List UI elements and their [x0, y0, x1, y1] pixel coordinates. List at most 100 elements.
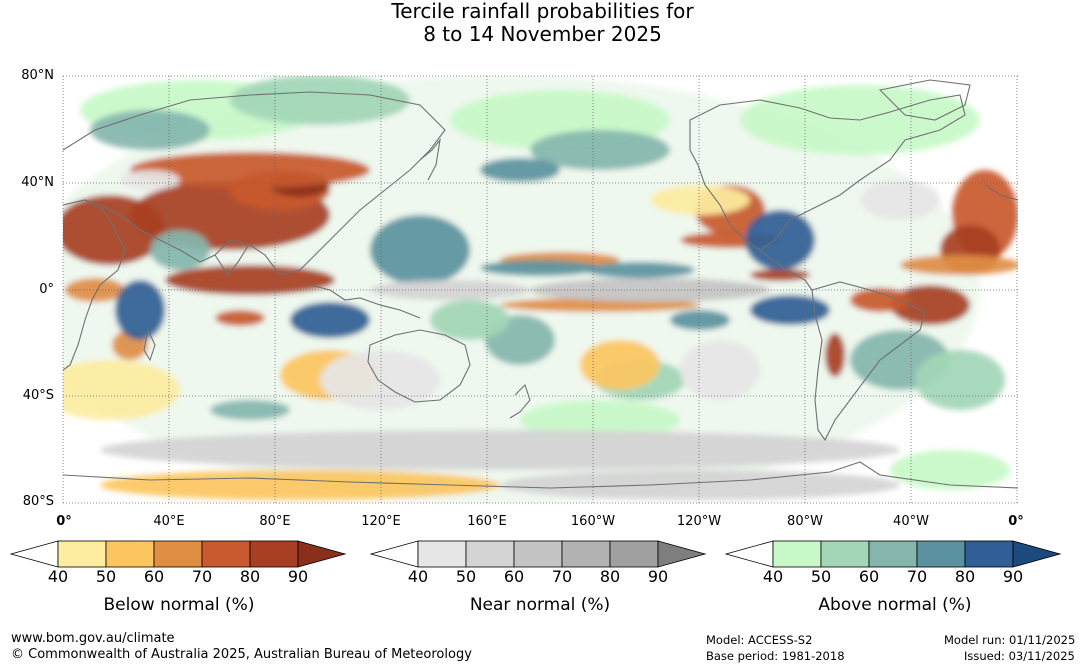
legend-tick-label: 90 — [288, 567, 308, 586]
legend-swatch — [105, 540, 155, 568]
probability-region — [480, 158, 560, 182]
ytick-80S: 80°S — [22, 494, 54, 509]
probability-map — [62, 75, 1018, 504]
probability-region — [115, 280, 165, 340]
coast-antarctica — [63, 461, 1018, 489]
coast-south-america — [811, 281, 926, 442]
coast-north-america — [689, 94, 966, 251]
probability-region — [650, 185, 750, 215]
probability-region — [210, 400, 290, 420]
ytick-0: 0° — [39, 282, 54, 297]
coast-africa-east — [984, 184, 1018, 201]
legend-swatch — [820, 540, 870, 568]
probability-region — [63, 360, 180, 420]
probability-region — [65, 278, 125, 302]
xtick-80W: 80°W — [787, 514, 823, 529]
coast-madagascar — [143, 328, 156, 362]
xtick-160W: 160°W — [570, 514, 616, 529]
probability-region — [750, 269, 810, 281]
legend-tick-label: 90 — [1003, 567, 1023, 586]
legend-tick-label: 60 — [859, 567, 879, 586]
probability-region — [850, 288, 910, 312]
ytick-40S: 40°S — [22, 388, 54, 403]
probability-region — [530, 278, 770, 302]
probability-region — [670, 310, 730, 330]
legend-tick-label: 80 — [600, 567, 620, 586]
legend-swatch — [772, 540, 822, 568]
probability-region — [90, 110, 210, 150]
probability-region — [215, 310, 265, 326]
xtick-120E: 120°E — [361, 514, 401, 529]
probability-region — [370, 215, 470, 285]
probability-region — [100, 470, 500, 500]
coastlines — [63, 79, 1018, 489]
coast-eurasia — [63, 91, 446, 276]
legend-swatch — [249, 540, 299, 568]
chart-title: Tercile rainfall probabilities for 8 to … — [0, 0, 1085, 46]
footer-base-period: Base period: 1981-2018 — [706, 649, 845, 663]
probability-region — [750, 295, 830, 325]
legend-swatch-under — [10, 540, 59, 568]
xtick-0-left: 0° — [56, 514, 72, 529]
probability-region — [530, 130, 670, 170]
coast-india — [214, 245, 249, 276]
legend-below-normal: 40 50 60 70 80 90 — [10, 540, 347, 586]
legend-title-below: Below normal (%) — [103, 595, 255, 615]
xtick-160E: 160°E — [467, 514, 507, 529]
coast-australia — [367, 329, 471, 403]
probability-region — [480, 260, 600, 276]
probability-region — [120, 170, 180, 190]
coast-central-america — [759, 249, 813, 291]
legend-tick-label: 50 — [811, 567, 831, 586]
probability-region — [520, 400, 680, 440]
legend-tick-label: 90 — [648, 567, 668, 586]
legend-swatch — [868, 540, 918, 568]
legend-swatch-over — [1012, 540, 1062, 568]
legend-swatch — [153, 540, 203, 568]
probability-region — [890, 450, 1010, 490]
footer-model: Model: ACCESS-S2 — [706, 633, 813, 647]
legend-tick-label: 80 — [240, 567, 260, 586]
coast-japan — [419, 138, 441, 181]
coast-greenland — [878, 79, 971, 121]
gridlines — [62, 75, 1018, 504]
xtick-40E: 40°E — [153, 514, 185, 529]
probability-region — [130, 152, 370, 188]
probability-region — [580, 340, 660, 390]
legend-swatch — [916, 540, 966, 568]
footer-model-run: Model run: 01/11/2025 — [944, 633, 1076, 647]
legend-swatch — [465, 540, 515, 568]
legend-tick-label: 70 — [907, 567, 927, 586]
legend-swatch-over — [657, 540, 707, 568]
legend-swatch-under — [370, 540, 419, 568]
legend-above-normal: 40 50 60 70 80 90 — [725, 540, 1062, 586]
ytick-80N: 80°N — [21, 68, 54, 83]
legend-swatch-under — [725, 540, 774, 568]
probability-region — [680, 340, 760, 400]
legend-tick-label: 40 — [763, 567, 783, 586]
title-line-1: Tercile rainfall probabilities for — [391, 0, 694, 23]
legend-swatch — [57, 540, 107, 568]
legend-near-normal: 40 50 60 70 80 90 — [370, 540, 707, 586]
probability-region — [230, 76, 410, 125]
legend-swatch — [609, 540, 659, 568]
title-line-2: 8 to 14 November 2025 — [423, 22, 662, 46]
xtick-0-right: 0° — [1008, 514, 1024, 529]
legend-title-near: Near normal (%) — [469, 595, 611, 615]
probability-region — [890, 285, 970, 325]
probability-region — [430, 300, 510, 340]
legend-tick-label: 70 — [552, 567, 572, 586]
footer-issued: Issued: 03/11/2025 — [964, 649, 1075, 663]
footer-copyright: © Commonwealth of Australia 2025, Austra… — [11, 647, 472, 662]
legend-tick-label: 40 — [408, 567, 428, 586]
ytick-40N: 40°N — [21, 175, 54, 190]
legend-tick-label: 50 — [456, 567, 476, 586]
legend-tick-label: 70 — [192, 567, 212, 586]
legend-swatch — [964, 540, 1014, 568]
probability-region — [860, 180, 940, 220]
legend-title-above: Above normal (%) — [818, 595, 972, 615]
xtick-40W: 40°W — [893, 514, 929, 529]
probability-region — [500, 470, 900, 500]
probability-region — [165, 265, 335, 295]
coast-new-zealand — [509, 383, 531, 419]
